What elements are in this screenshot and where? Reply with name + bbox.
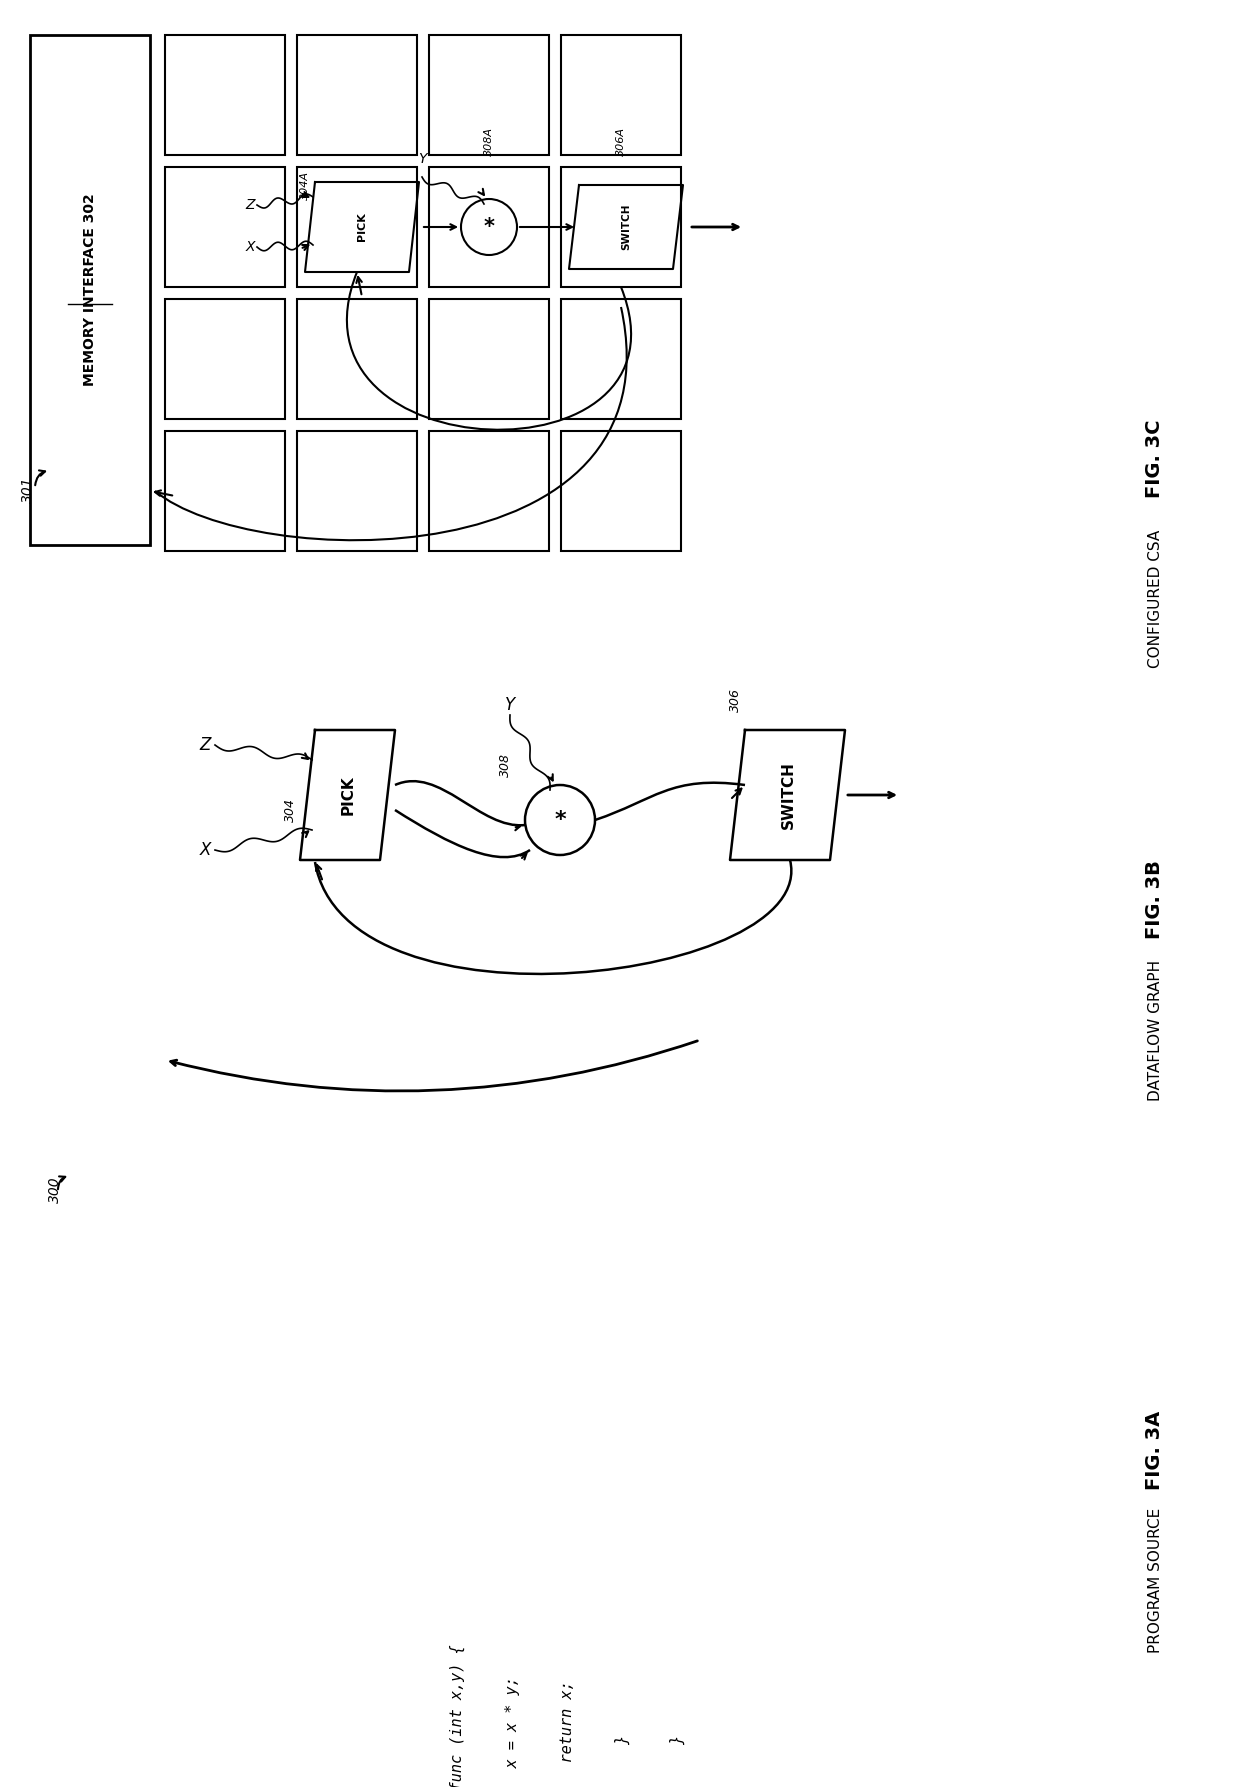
Text: PROGRAM SOURCE: PROGRAM SOURCE [1147,1508,1163,1653]
Text: Z: Z [246,198,254,213]
Text: 300: 300 [48,1176,62,1203]
Text: CONFIGURED CSA: CONFIGURED CSA [1147,531,1163,668]
Bar [30,36,150,545]
Text: SWITCH: SWITCH [780,761,796,829]
Bar [298,298,417,418]
Bar [298,166,417,288]
Bar [560,166,681,288]
Bar [429,298,549,418]
Bar [165,36,285,155]
Bar [560,298,681,418]
Text: PICK: PICK [341,776,356,815]
Text: *: * [484,216,495,238]
Bar [298,431,417,550]
Text: void func (int x,y) {: void func (int x,y) { [450,1644,465,1787]
Text: }: } [615,1735,630,1744]
Bar [560,431,681,550]
Bar [560,36,681,155]
Text: 304A: 304A [300,172,310,200]
Text: return x;: return x; [560,1682,575,1787]
Text: FIG. 3B: FIG. 3B [1146,861,1164,940]
Text: MEMORY INTERFACE 302: MEMORY INTERFACE 302 [83,193,97,386]
Text: 306: 306 [729,688,742,711]
Bar [298,36,417,155]
Text: 304: 304 [284,799,296,822]
Text: SWITCH: SWITCH [621,204,631,250]
Bar [165,166,285,288]
Text: Y: Y [418,152,427,166]
Text: DATAFLOW GRAPH: DATAFLOW GRAPH [1147,960,1163,1101]
Text: FIG. 3C: FIG. 3C [1146,420,1164,499]
Text: 301: 301 [21,477,35,504]
Text: 308A: 308A [484,127,494,157]
Text: FIG. 3A: FIG. 3A [1146,1410,1164,1490]
Text: 306A: 306A [616,127,626,157]
Text: 308: 308 [498,752,511,777]
Text: x = x * y;: x = x * y; [505,1676,520,1787]
Text: }: } [670,1735,686,1744]
Text: Y: Y [505,695,515,715]
Text: Z: Z [200,736,211,754]
Bar [429,36,549,155]
Bar [429,166,549,288]
Text: X: X [200,842,211,860]
Bar [165,431,285,550]
Bar [429,431,549,550]
Text: X: X [246,239,254,254]
Bar [165,298,285,418]
Text: PICK: PICK [357,213,367,241]
Text: *: * [554,810,565,829]
